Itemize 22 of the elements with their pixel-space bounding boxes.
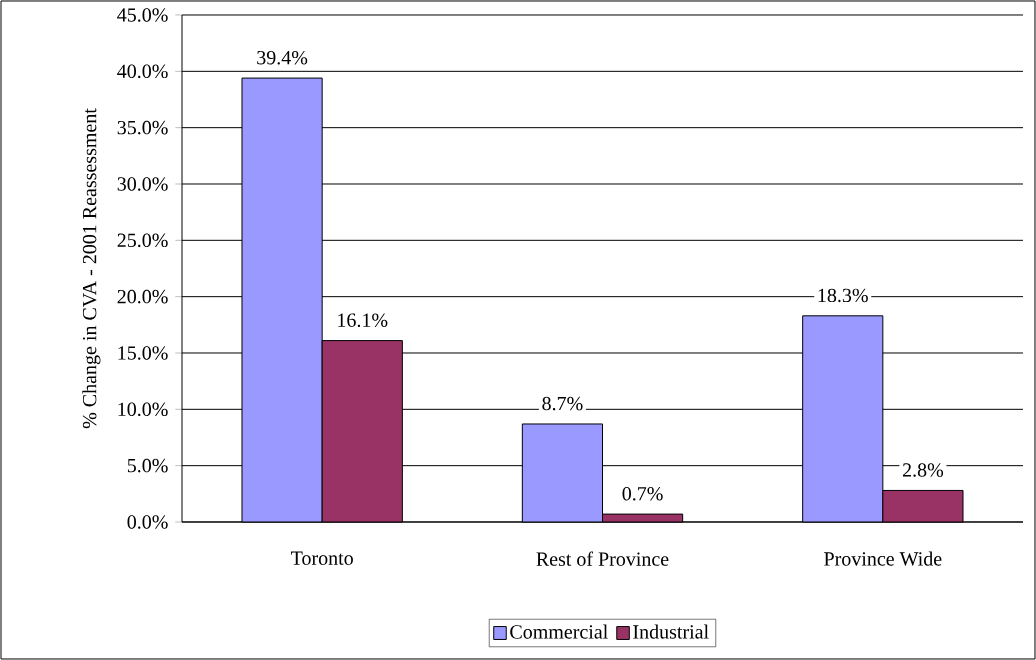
y-tick-label: 45.0%: [117, 8, 168, 22]
y-tick-label: 15.0%: [118, 346, 168, 360]
data-label: 18.3%: [818, 288, 868, 303]
y-tick-label: 20.0%: [117, 289, 168, 304]
y-axis-title: % Change in CVA - 2001 Reassessment: [82, 108, 101, 429]
data-label: 8.7%: [542, 396, 583, 411]
y-tick-label: 30.0%: [117, 177, 168, 191]
data-label: 0.7%: [622, 486, 663, 501]
y-tick-label: 40.0%: [117, 64, 168, 79]
legend-label: Commercial: [510, 624, 608, 639]
x-tick-label: Toronto: [291, 551, 353, 565]
x-tick-label: Rest of Province: [536, 551, 669, 566]
x-tick-label: Province Wide: [824, 551, 942, 566]
data-label: 2.8%: [902, 463, 944, 477]
y-tick-label: 35.0%: [117, 120, 168, 135]
y-tick-label: 10.0%: [118, 402, 168, 417]
data-label: 39.4%: [257, 50, 308, 65]
data-label: 16.1%: [338, 313, 388, 328]
y-tick-label: 25.0%: [117, 233, 168, 248]
y-tick-label: 0.0%: [127, 515, 168, 529]
y-tick-label: 5.0%: [127, 458, 168, 473]
legend-label: Industrial: [633, 624, 709, 639]
